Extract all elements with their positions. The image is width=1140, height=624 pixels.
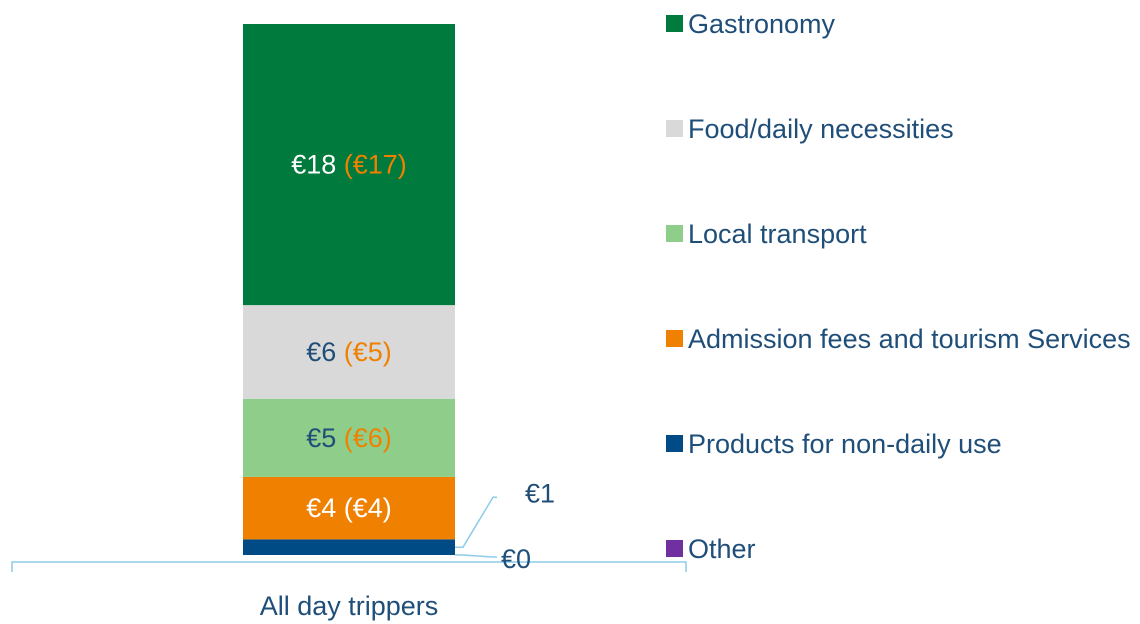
legend-swatch — [666, 540, 683, 557]
value-label: €5 (€6) — [306, 423, 392, 453]
bar-segment — [243, 24, 455, 306]
legend-item: Products for non-daily use — [666, 426, 1136, 462]
legend-item: Food/daily necessities — [666, 111, 1136, 147]
value-label: €5 — [306, 423, 336, 453]
legend-swatch — [666, 435, 683, 452]
legend-label: Products for non-daily use — [688, 429, 1002, 459]
legend-label: Local transport — [688, 219, 867, 249]
bar-segment — [243, 305, 455, 399]
value-label: €6 — [306, 337, 336, 367]
legend-swatch — [666, 120, 683, 137]
bar-segment — [243, 398, 455, 477]
legend-label: Admission fees and tourism Services — [688, 324, 1131, 354]
prior-value-label: (€6) — [344, 423, 392, 453]
legend-swatch — [666, 15, 683, 32]
value-label: €4 (€4) — [306, 493, 392, 523]
prior-value-label: (€5) — [344, 337, 392, 367]
value-label: €1 — [525, 478, 555, 508]
legend-swatch — [666, 225, 683, 242]
leader-line — [455, 554, 497, 558]
category-bracket — [11, 561, 687, 572]
prior-value-label: (€17) — [344, 150, 407, 180]
legend-item: Gastronomy — [666, 6, 1136, 42]
legend-item: Other — [666, 531, 1136, 567]
value-label: €6 (€5) — [306, 337, 392, 367]
legend-item: Local transport — [666, 216, 1136, 252]
legend-label: Other — [688, 534, 756, 564]
category-label: All day trippers — [260, 591, 439, 621]
leader-line — [455, 496, 497, 548]
value-label: €0 — [501, 544, 531, 574]
legend-swatch — [666, 330, 683, 347]
legend-label: Food/daily necessities — [688, 114, 954, 144]
value-label: €18 (€17) — [291, 150, 407, 180]
prior-value-label: (€4) — [344, 493, 392, 523]
legend-label: Gastronomy — [688, 9, 836, 39]
value-label: €18 — [291, 150, 336, 180]
value-label: €4 — [306, 493, 336, 523]
bar-segment — [243, 476, 455, 540]
legend-item: Admission fees and tourism Services — [666, 321, 1136, 357]
bar-segment — [243, 539, 455, 555]
